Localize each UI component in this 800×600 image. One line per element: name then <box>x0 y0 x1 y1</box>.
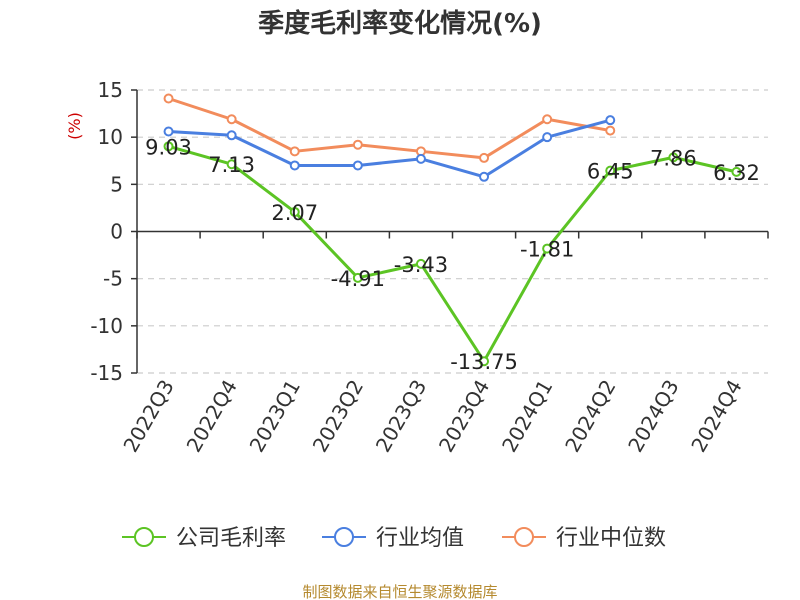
y-tick-label: 0 <box>110 220 123 244</box>
series-point <box>289 206 300 217</box>
series-point <box>479 171 490 182</box>
data-label: 9.03 <box>145 135 192 159</box>
series-point <box>731 166 742 177</box>
legend-marker <box>514 527 534 547</box>
series-layer <box>163 93 742 367</box>
series-point <box>226 159 237 170</box>
x-tick-label: 2023Q2 <box>308 376 368 457</box>
series-point <box>226 114 237 125</box>
series-line <box>168 118 611 179</box>
series-point <box>352 272 363 283</box>
legend-label: 行业中位数 <box>556 526 666 551</box>
x-tick-label: 2023Q1 <box>245 376 305 457</box>
data-label: -3.43 <box>394 253 448 277</box>
y-tick-label: -5 <box>103 267 123 291</box>
data-label: 2.07 <box>271 201 318 225</box>
x-tick-label: 2022Q4 <box>182 376 242 457</box>
series-point <box>352 139 363 150</box>
series-point <box>542 114 553 125</box>
data-label: 6.32 <box>713 161 760 185</box>
y-axis-label: (%) <box>65 112 84 140</box>
x-tick-label: 2023Q3 <box>371 376 431 457</box>
series-point <box>163 93 174 104</box>
x-tick-label: 2024Q1 <box>497 376 557 457</box>
series-point <box>163 141 174 152</box>
x-tick-label: 2024Q3 <box>623 376 683 457</box>
series-point <box>226 130 237 141</box>
legend-marker <box>334 527 354 547</box>
data-labels: 9.03 7.13 2.07 -4.91 -3.43 -13.75 -1.81 6.45 7.8… <box>145 135 760 374</box>
legend: 公司毛利率 行业均值 行业中位数 <box>122 526 666 551</box>
data-label: 7.13 <box>208 153 255 177</box>
series-point <box>605 125 616 136</box>
series-point <box>479 356 490 367</box>
series-point <box>605 165 616 176</box>
y-tick-label: -10 <box>90 314 123 338</box>
series-point <box>415 153 426 164</box>
series-line <box>168 97 611 160</box>
x-tick-label: 2022Q3 <box>118 376 178 457</box>
series-point <box>163 126 174 137</box>
x-tick-label: 2024Q4 <box>686 376 746 457</box>
y-tick-label: 5 <box>110 172 123 196</box>
source-note: 制图数据来自恒生聚源数据库 <box>302 583 497 600</box>
series-point <box>668 152 679 163</box>
data-label: -1.81 <box>520 238 574 262</box>
y-tick-label: 15 <box>98 78 123 102</box>
series-point <box>415 258 426 269</box>
legend-label: 行业均值 <box>376 526 464 551</box>
data-label: 7.86 <box>650 146 697 170</box>
series-point <box>289 146 300 157</box>
x-tick-label: 2024Q2 <box>560 376 620 457</box>
y-tick-label: -15 <box>90 361 123 385</box>
series-point <box>479 152 490 163</box>
legend-marker <box>134 527 154 547</box>
data-label: -13.75 <box>450 350 518 374</box>
legend-label: 公司毛利率 <box>176 526 286 551</box>
series-point <box>542 132 553 143</box>
series-line <box>168 144 737 363</box>
series-point <box>352 160 363 171</box>
series-point <box>542 243 553 254</box>
y-tick-label: 10 <box>98 125 123 149</box>
chart-title: 季度毛利率变化情况(%) <box>258 8 542 39</box>
data-label: 6.45 <box>587 160 634 184</box>
x-tick-label: 2023Q4 <box>434 376 494 457</box>
series-point <box>605 115 616 126</box>
series-point <box>289 160 300 171</box>
data-label: -4.91 <box>331 267 385 291</box>
